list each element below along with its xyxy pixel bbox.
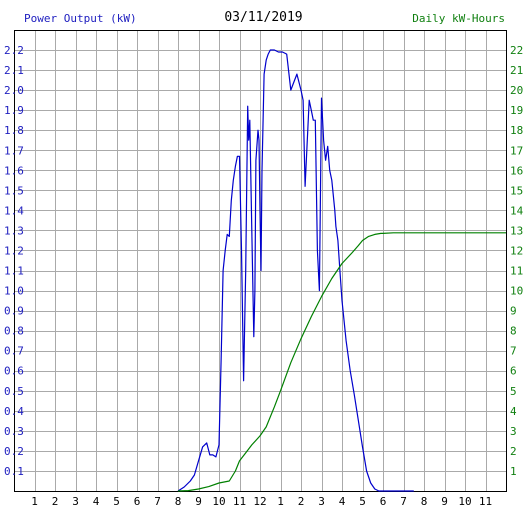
right-tick-label: 21: [510, 64, 523, 77]
right-tick-label: 11: [510, 265, 523, 278]
x-tick-label: 5: [359, 495, 366, 508]
right-tick-label: 15: [510, 184, 523, 197]
x-tick-label: 4: [93, 495, 100, 508]
right-tick-label: 9: [510, 305, 517, 318]
right-tick-label: 19: [510, 104, 523, 117]
right-tick-label: 18: [510, 124, 523, 137]
left-tick-label: 0.5: [4, 385, 24, 398]
left-tick-label: 0.6: [4, 365, 24, 378]
left-tick-label: 1.5: [4, 184, 24, 197]
right-tick-label: 2: [510, 445, 517, 458]
x-tick-label: 2: [298, 495, 305, 508]
left-tick-label: 0.3: [4, 425, 24, 438]
left-tick-label: 0.1: [4, 465, 24, 478]
left-tick-label: 0.2: [4, 445, 24, 458]
x-tick-label: 6: [134, 495, 141, 508]
right-tick-label: 3: [510, 425, 517, 438]
x-tick-label: 12: [253, 495, 266, 508]
right-tick-label: 5: [510, 385, 517, 398]
right-tick-label: 22: [510, 44, 523, 57]
x-tick-label: 7: [154, 495, 161, 508]
left-tick-label: 0.9: [4, 305, 24, 318]
x-tick-label: 3: [72, 495, 79, 508]
right-tick-label: 1: [510, 465, 517, 478]
x-tick-label: 6: [380, 495, 387, 508]
x-tick-label: 10: [458, 495, 471, 508]
x-tick-label: 1: [277, 495, 284, 508]
x-tick-label: 9: [195, 495, 202, 508]
left-tick-label: 1.1: [4, 265, 24, 278]
right-tick-label: 4: [510, 405, 517, 418]
left-tick-label: 0.8: [4, 325, 24, 338]
right-tick-label: 16: [510, 164, 523, 177]
plot-frame: [14, 30, 507, 492]
right-tick-label: 8: [510, 325, 517, 338]
right-tick-label: 20: [510, 84, 523, 97]
x-tick-label: 9: [441, 495, 448, 508]
right-tick-label: 14: [510, 204, 524, 217]
left-axis-title: Power Output (kW): [24, 12, 137, 25]
left-tick-label: 1.8: [4, 124, 24, 137]
x-tick-label: 1: [31, 495, 38, 508]
left-tick-label: 1.7: [4, 144, 24, 157]
left-tick-label: 1.2: [4, 244, 24, 257]
right-tick-label: 12: [510, 244, 523, 257]
date-title: 03/11/2019: [224, 10, 303, 25]
right-axis-title: Daily kW-Hours: [412, 12, 505, 25]
left-tick-label: 2.2: [4, 44, 24, 57]
right-tick-label: 7: [510, 345, 517, 358]
x-tick-label: 5: [113, 495, 120, 508]
left-tick-label: 1.6: [4, 164, 24, 177]
right-tick-label: 17: [510, 144, 523, 157]
left-tick-label: 2.0: [4, 84, 24, 97]
energy-series-line: [177, 232, 506, 492]
x-tick-label: 7: [400, 495, 407, 508]
left-tick-label: 0.4: [4, 405, 24, 418]
x-tick-label: 3: [318, 495, 325, 508]
left-tick-label: 2.1: [4, 64, 24, 77]
x-tick-label: 4: [339, 495, 346, 508]
left-tick-label: 1.3: [4, 224, 24, 237]
right-tick-label: 13: [510, 224, 523, 237]
x-tick-label: 8: [421, 495, 428, 508]
x-tick-label: 11: [233, 495, 246, 508]
right-tick-label: 10: [510, 285, 523, 298]
left-tick-label: 1.0: [4, 285, 24, 298]
left-tick-label: 1.4: [4, 204, 24, 217]
x-tick-label: 11: [479, 495, 492, 508]
x-tick-label: 10: [212, 495, 225, 508]
left-tick-label: 1.9: [4, 104, 24, 117]
x-tick-label: 2: [52, 495, 59, 508]
x-tick-label: 8: [175, 495, 182, 508]
right-tick-label: 6: [510, 365, 517, 378]
left-tick-label: 0.7: [4, 345, 24, 358]
power-series-line: [177, 49, 414, 492]
